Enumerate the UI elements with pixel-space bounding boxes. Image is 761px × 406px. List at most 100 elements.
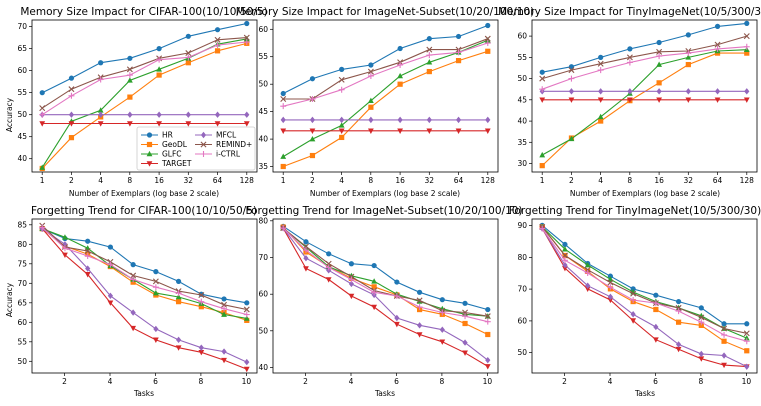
data-point: [397, 72, 404, 79]
data-point: [627, 88, 633, 95]
data-point: [127, 94, 133, 100]
data-point: [371, 289, 378, 296]
y-tick-label: 65: [17, 298, 27, 307]
data-point: [214, 121, 221, 127]
series-i-ctrl: [280, 225, 491, 325]
data-point: [656, 48, 663, 55]
data-point: [214, 27, 221, 33]
data-point: [221, 301, 228, 308]
data-point: [338, 128, 345, 134]
x-tick-label: 1: [540, 176, 545, 185]
legend-marker: [200, 151, 207, 157]
data-point: [744, 88, 750, 95]
chart-title: Forgetting Trend for ImageNet-Subset(10/…: [245, 205, 522, 217]
data-point: [484, 37, 491, 43]
data-point: [584, 269, 591, 276]
data-point: [630, 296, 637, 303]
data-point: [397, 45, 403, 52]
x-tick-label: 8: [627, 176, 632, 185]
data-point: [698, 350, 704, 358]
data-point: [426, 128, 433, 134]
y-tick-label: 80: [517, 253, 527, 262]
series-line: [283, 42, 488, 107]
data-point: [685, 50, 692, 57]
data-point: [714, 45, 721, 52]
data-point: [280, 163, 286, 170]
y-tick-label: 45: [517, 95, 527, 104]
data-point: [393, 321, 400, 328]
data-point: [562, 261, 568, 269]
data-point: [416, 304, 423, 310]
data-point: [626, 97, 633, 103]
data-point: [339, 116, 345, 124]
plot-frame: [272, 218, 499, 374]
series-i-ctrl: [539, 43, 750, 93]
data-point: [85, 265, 91, 272]
data-point: [539, 97, 546, 103]
data-point: [714, 41, 721, 48]
data-point: [539, 151, 546, 158]
data-point: [244, 300, 250, 306]
chart-forgetting-tinyimagenet: Forgetting Trend for TinyImageNet(10/5/3…: [509, 205, 761, 398]
data-point: [153, 325, 159, 333]
x-tick-label: 4: [98, 176, 103, 185]
data-point: [721, 321, 727, 327]
data-point: [62, 252, 68, 258]
data-point: [721, 352, 727, 359]
data-point: [485, 356, 491, 364]
x-axis-label: Tasks: [634, 389, 655, 398]
data-point: [744, 50, 750, 56]
data-point: [244, 111, 250, 118]
y-axis-label: Accuracy: [5, 282, 14, 317]
legend-marker: [200, 131, 207, 139]
data-point: [107, 300, 114, 306]
y-tick-label: 40: [517, 117, 527, 126]
data-point: [568, 88, 575, 95]
data-point: [127, 55, 133, 61]
data-point: [185, 54, 192, 61]
data-point: [280, 128, 287, 134]
data-point: [455, 116, 462, 124]
data-point: [698, 305, 704, 311]
series-line: [541, 228, 747, 368]
data-point: [744, 348, 750, 354]
data-point: [426, 116, 432, 124]
legend-marker: [146, 150, 153, 157]
data-point: [127, 111, 133, 118]
series-mfcl: [39, 225, 250, 366]
data-point: [371, 262, 377, 269]
x-tick-label: 8: [440, 377, 445, 386]
data-point: [221, 357, 227, 364]
data-point: [221, 348, 227, 355]
series-line: [42, 228, 247, 319]
data-point: [561, 257, 568, 264]
data-point: [568, 67, 575, 74]
data-point: [597, 60, 604, 67]
chart-title: Memory Size Impact for CIFAR-100(10/10/5…: [20, 6, 267, 18]
data-point: [568, 64, 575, 70]
y-axis-ticks: 40 50 60 70 80: [258, 216, 273, 372]
series-remind: [539, 33, 750, 82]
data-point: [185, 50, 192, 57]
y-tick-label: 60: [517, 316, 527, 325]
series-line: [282, 24, 488, 94]
data-point: [126, 72, 133, 79]
data-point: [156, 56, 163, 63]
data-point: [562, 246, 568, 252]
x-tick-label: 32: [425, 176, 435, 185]
series-hr: [280, 22, 491, 97]
data-point: [84, 247, 91, 254]
series-line: [542, 46, 747, 90]
data-point: [39, 105, 46, 112]
x-tick-label: 4: [608, 377, 613, 386]
x-tick-label: 2: [569, 176, 574, 185]
data-point: [98, 111, 104, 118]
data-point: [585, 282, 591, 289]
data-point: [397, 116, 403, 124]
y-tick-label: 30: [517, 159, 527, 168]
data-point: [244, 358, 250, 366]
series-hr: [539, 20, 750, 75]
legend-label: TARGET: [161, 159, 192, 168]
data-point: [98, 60, 104, 66]
series-line: [541, 224, 747, 325]
